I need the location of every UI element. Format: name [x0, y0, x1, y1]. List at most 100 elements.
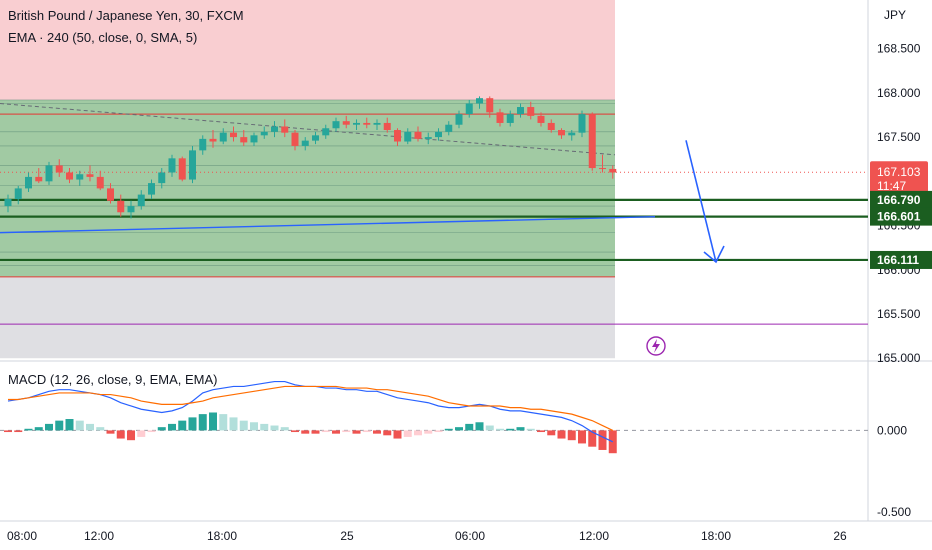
macd-histogram-bar — [178, 420, 187, 431]
candle-body — [506, 114, 514, 123]
candle-body — [445, 124, 453, 132]
macd-histogram-bar — [321, 430, 330, 433]
candle-body — [137, 194, 145, 207]
candle-body — [322, 128, 330, 136]
candle-body — [86, 174, 94, 177]
candle-body — [558, 130, 565, 136]
macd-histogram-bar — [414, 430, 422, 436]
candle-body — [168, 158, 176, 173]
candle-body — [547, 122, 555, 131]
macd-histogram-bar — [188, 417, 197, 431]
last-price-box — [870, 161, 928, 196]
candle-body — [250, 135, 258, 143]
macd-histogram-bar — [332, 430, 340, 434]
macd-histogram-bar — [455, 427, 463, 431]
flash-icon[interactable] — [646, 336, 666, 356]
macd-histogram-bar — [496, 428, 504, 431]
arrow-head — [703, 245, 725, 264]
price-axis[interactable]: 168.500168.000167.500167.000166.500166.0… — [877, 42, 921, 519]
candle-body — [455, 114, 463, 125]
candle-body — [55, 165, 63, 173]
level-price-box — [870, 207, 932, 226]
macd-histogram-bar — [168, 423, 176, 431]
macd-histogram-bar — [116, 430, 125, 439]
price-tick-label: 168.000 — [877, 86, 921, 100]
time-tick-label: 25 — [340, 529, 354, 543]
level-price-value: 166.601 — [877, 210, 921, 224]
candle-body — [578, 114, 586, 133]
chart-title[interactable]: British Pound / Japanese Yen, 30, FXCM — [8, 8, 244, 23]
macd-histogram-bar — [24, 428, 33, 431]
candle-body — [465, 103, 473, 115]
forecast-arrow — [685, 140, 725, 264]
last-price-value: 167.103 — [877, 165, 921, 179]
price-tick-label: 167.500 — [877, 130, 921, 144]
macd-histogram-bar — [475, 422, 484, 431]
candle-body — [189, 150, 196, 180]
candle-body — [199, 138, 207, 151]
time-axis[interactable]: 08:00 12:00 18:00 25 06:00 12:00 18:00 26 — [7, 529, 847, 543]
zone-green — [0, 99, 615, 277]
candle-body — [404, 131, 412, 142]
candle-body — [158, 172, 166, 184]
price-zones — [0, 0, 615, 359]
macd-histogram-bar — [219, 414, 228, 431]
signal-line — [8, 385, 614, 431]
time-tick-label: 06:00 — [455, 529, 485, 543]
candle-body — [148, 183, 155, 195]
candle-body — [209, 138, 217, 142]
candle-body — [568, 132, 576, 136]
candle-body — [76, 174, 84, 180]
level-price-box — [870, 190, 932, 209]
macd-histogram-bar — [229, 417, 238, 431]
macd-histogram-bar — [75, 420, 84, 431]
macd-histogram-bar — [578, 430, 586, 444]
ema-legend[interactable]: EMA · 240 (50, close, 0, SMA, 5) — [8, 30, 198, 45]
candle-body — [260, 131, 268, 136]
arrow-shaft — [685, 140, 717, 263]
macd-histogram-bar — [598, 430, 607, 450]
flash-icon-bolt — [652, 339, 660, 353]
macd-histogram-bar — [557, 430, 566, 439]
macd-legend[interactable]: MACD (12, 26, close, 9, EMA, EMA) — [8, 372, 218, 387]
candle-body — [599, 168, 606, 170]
macd-histogram-bar — [393, 430, 402, 439]
level-price-value: 166.111 — [877, 253, 919, 267]
countdown-label: 11:47 — [877, 179, 906, 193]
candle-body — [127, 206, 135, 213]
macd-histogram-bar — [342, 430, 351, 433]
time-tick-label: 08:00 — [7, 529, 37, 543]
candle-body — [363, 122, 371, 125]
price-tick-label: 168.500 — [877, 42, 921, 56]
macd-histogram-bar — [4, 430, 12, 433]
candle-body — [240, 137, 248, 143]
zone-upper — [0, 0, 615, 100]
candle-body — [394, 130, 401, 142]
candle-body — [301, 140, 309, 146]
candle-body — [35, 176, 43, 182]
candle-body — [342, 121, 350, 125]
candle-body — [332, 121, 340, 129]
moving-average-lines — [0, 102, 656, 234]
macd-histogram-bar — [96, 427, 105, 431]
macd-histogram-bar — [588, 430, 597, 447]
macd-histogram-bar — [516, 427, 525, 431]
candle-body — [291, 132, 299, 146]
macd-histogram-bar — [45, 423, 53, 431]
price-tick-label: 165.500 — [877, 307, 921, 321]
macd-histogram-bar — [506, 428, 515, 431]
candle-body — [271, 126, 278, 132]
candle-body — [537, 115, 545, 123]
candle-body — [496, 112, 504, 123]
macd-histogram-bar — [280, 427, 289, 431]
price-tick-label: 165.000 — [877, 351, 921, 365]
macd-histogram-bar — [301, 430, 310, 434]
candle-body — [476, 98, 483, 104]
macd-histogram-bar — [526, 428, 535, 431]
candle-body — [383, 122, 391, 131]
macd-histogram-bar — [362, 430, 371, 433]
candle-body — [117, 200, 125, 213]
macd-histogram-bar — [311, 430, 320, 434]
macd-histogram-bar — [383, 430, 392, 436]
